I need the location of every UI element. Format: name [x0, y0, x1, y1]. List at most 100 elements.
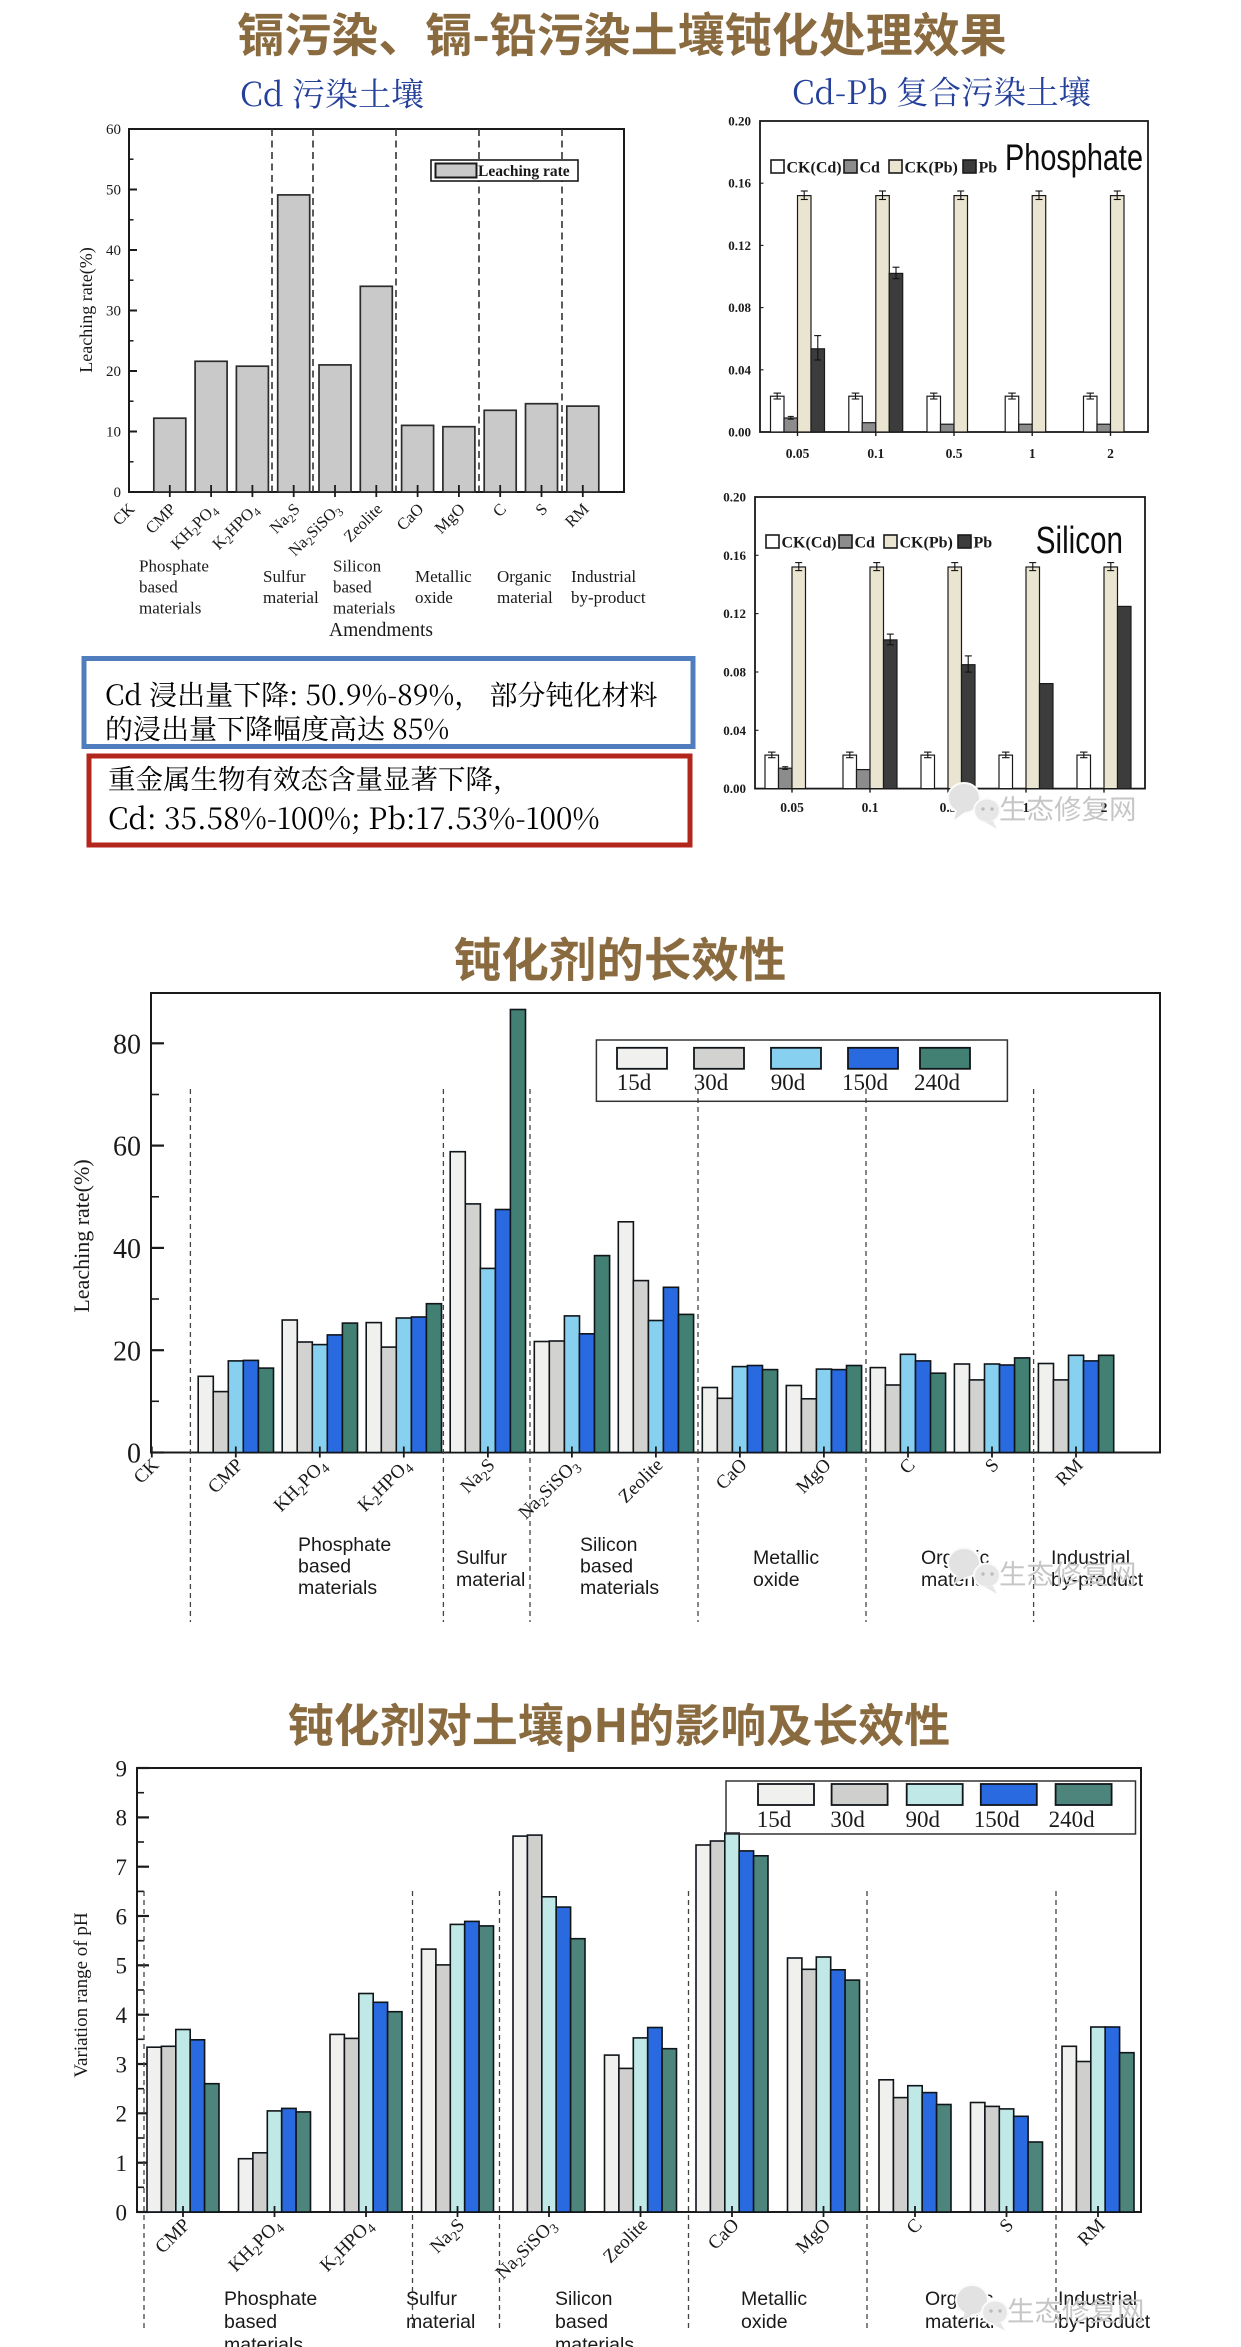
svg-text:oxide: oxide — [415, 588, 453, 607]
svg-text:material: material — [925, 2311, 994, 2333]
svg-text:Leaching rate(%): Leaching rate(%) — [76, 247, 97, 372]
svg-text:240d: 240d — [914, 1070, 961, 1095]
svg-text:90d: 90d — [905, 1807, 940, 1832]
svg-text:0.00: 0.00 — [728, 425, 751, 440]
svg-text:based: based — [298, 1556, 351, 1578]
svg-text:0: 0 — [127, 1439, 141, 1470]
svg-text:Phosphate: Phosphate — [139, 557, 209, 576]
svg-text:Pb: Pb — [974, 535, 993, 552]
svg-text:Phosphate: Phosphate — [1005, 138, 1143, 179]
svg-text:0.08: 0.08 — [728, 300, 751, 315]
svg-text:Industrial: Industrial — [571, 567, 636, 586]
svg-text:Sulfur: Sulfur — [263, 567, 306, 586]
svg-text:60: 60 — [113, 1132, 141, 1163]
svg-text:0.05: 0.05 — [786, 446, 810, 461]
svg-text:Amendments: Amendments — [329, 620, 433, 641]
svg-text:3: 3 — [116, 2052, 128, 2077]
svg-text:materials: materials — [298, 1577, 377, 1599]
svg-text:2: 2 — [116, 2102, 128, 2127]
svg-text:0.08: 0.08 — [723, 665, 746, 680]
svg-text:based: based — [555, 2311, 608, 2333]
svg-text:1: 1 — [1023, 800, 1030, 815]
svg-text:Metallic: Metallic — [753, 1547, 819, 1569]
svg-text:0.00: 0.00 — [723, 781, 746, 796]
svg-text:Cd: Cd — [860, 160, 881, 177]
svg-text:materials: materials — [555, 2334, 634, 2347]
svg-text:0.1: 0.1 — [862, 800, 879, 815]
svg-text:8: 8 — [116, 1806, 128, 1831]
svg-text:30d: 30d — [830, 1807, 865, 1832]
svg-text:Metallic: Metallic — [741, 2288, 807, 2310]
svg-text:0.12: 0.12 — [728, 238, 751, 253]
svg-text:0: 0 — [116, 2200, 128, 2225]
svg-text:based: based — [580, 1556, 633, 1578]
svg-text:materials: materials — [139, 599, 201, 618]
svg-text:Phosphate: Phosphate — [224, 2288, 317, 2310]
svg-text:Cd: Cd — [855, 535, 876, 552]
svg-text:30d: 30d — [694, 1070, 729, 1095]
svg-text:Leaching rate: Leaching rate — [478, 163, 570, 180]
svg-text:2: 2 — [1107, 446, 1114, 461]
svg-text:9: 9 — [116, 1756, 128, 1781]
svg-text:Silicon: Silicon — [580, 1534, 637, 1556]
svg-text:7: 7 — [116, 1855, 128, 1880]
svg-text:30: 30 — [106, 304, 121, 320]
svg-text:materials: materials — [580, 1577, 659, 1599]
svg-text:0.20: 0.20 — [723, 490, 746, 505]
svg-text:15d: 15d — [617, 1070, 652, 1095]
svg-text:0.04: 0.04 — [728, 362, 751, 377]
svg-text:Leaching rate(%): Leaching rate(%) — [69, 1159, 94, 1312]
svg-text:material: material — [497, 588, 553, 607]
svg-text:20: 20 — [106, 364, 121, 380]
svg-text:oxide: oxide — [753, 1569, 800, 1591]
svg-text:Pb: Pb — [979, 160, 998, 177]
svg-text:6: 6 — [116, 1904, 128, 1929]
svg-text:40: 40 — [113, 1234, 141, 1265]
svg-text:4: 4 — [116, 2003, 128, 2028]
svg-text:0.1: 0.1 — [867, 446, 884, 461]
svg-text:1: 1 — [1029, 446, 1036, 461]
svg-text:15d: 15d — [757, 1807, 792, 1832]
svg-text:Organic: Organic — [497, 567, 552, 586]
svg-text:CK(Pb): CK(Pb) — [900, 535, 953, 552]
svg-text:20: 20 — [113, 1336, 141, 1367]
svg-text:Variation range of pH: Variation range of pH — [71, 1912, 92, 2077]
svg-text:Silicon: Silicon — [333, 557, 382, 576]
svg-text:Industrial: Industrial — [1051, 1547, 1130, 1569]
svg-text:150d: 150d — [842, 1070, 889, 1095]
svg-text:CK(Pb): CK(Pb) — [905, 160, 958, 177]
svg-text:based: based — [333, 578, 372, 597]
svg-text:240d: 240d — [1049, 1807, 1096, 1832]
svg-text:Sulfur: Sulfur — [406, 2288, 457, 2310]
svg-text:0.5: 0.5 — [946, 446, 963, 461]
svg-text:Phosphate: Phosphate — [298, 1534, 391, 1556]
svg-text:material: material — [406, 2311, 475, 2333]
svg-text:50: 50 — [106, 183, 121, 199]
svg-text:CK(Cd): CK(Cd) — [787, 160, 842, 177]
svg-text:materials: materials — [333, 599, 395, 618]
svg-text:40: 40 — [106, 243, 121, 259]
svg-text:based: based — [224, 2311, 277, 2333]
svg-text:based: based — [139, 578, 178, 597]
svg-text:material: material — [263, 588, 319, 607]
svg-text:80: 80 — [113, 1029, 141, 1060]
svg-text:150d: 150d — [974, 1807, 1021, 1832]
svg-text:CK(Cd): CK(Cd) — [782, 535, 837, 552]
svg-text:materials: materials — [224, 2334, 303, 2347]
svg-text:by-product: by-product — [571, 588, 646, 607]
svg-text:0.16: 0.16 — [723, 548, 746, 563]
svg-text:5: 5 — [116, 1954, 128, 1979]
svg-text:Metallic: Metallic — [415, 567, 472, 586]
svg-text:0.04: 0.04 — [723, 723, 746, 738]
svg-text:0.16: 0.16 — [728, 176, 751, 191]
svg-text:material: material — [456, 1569, 525, 1591]
svg-text:60: 60 — [106, 122, 121, 138]
svg-text:0: 0 — [114, 485, 122, 501]
svg-text:0.05: 0.05 — [780, 800, 804, 815]
svg-text:90d: 90d — [771, 1070, 806, 1095]
svg-text:Silicon: Silicon — [1036, 520, 1123, 562]
svg-text:Silicon: Silicon — [555, 2288, 612, 2310]
svg-text:0.12: 0.12 — [723, 606, 746, 621]
svg-text:1: 1 — [116, 2151, 128, 2176]
svg-text:oxide: oxide — [741, 2311, 788, 2333]
